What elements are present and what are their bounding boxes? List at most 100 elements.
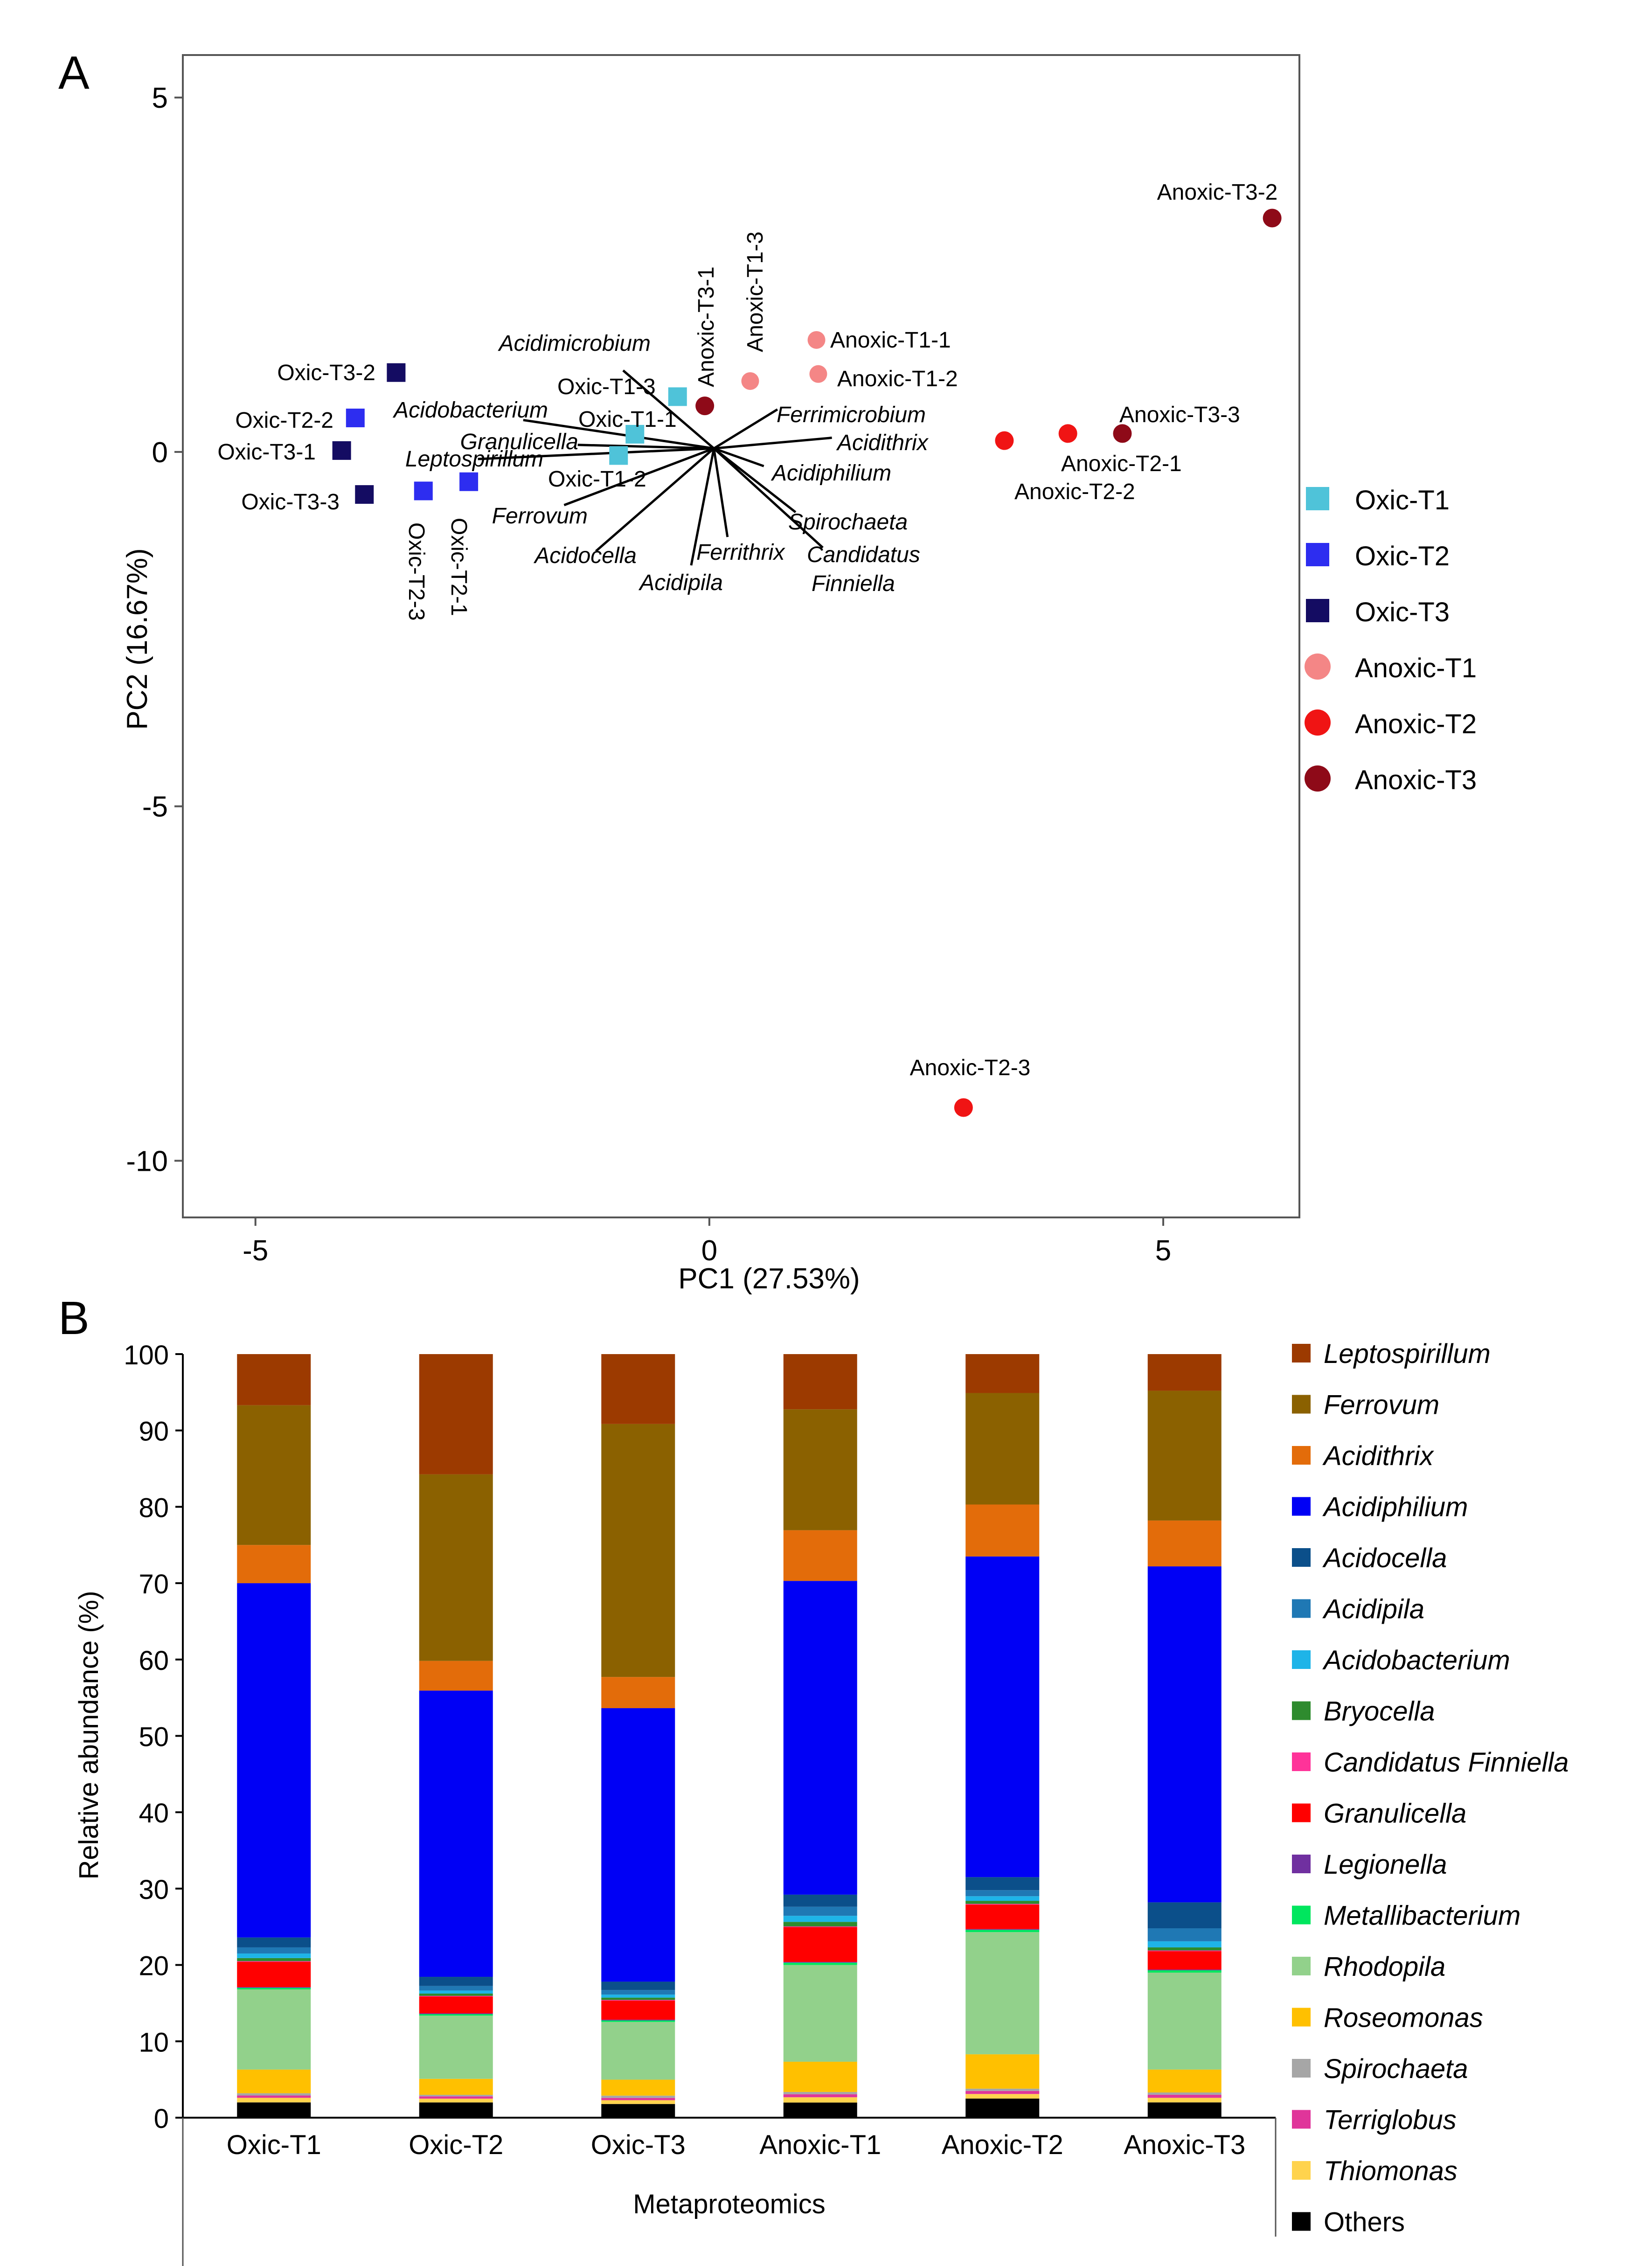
- bar-segment-oxic-t3-acidithrix: [601, 1677, 675, 1709]
- bar-segment-anoxic-t1-granulicella: [783, 1927, 857, 1962]
- bar-segment-anoxic-t3-rhodopila: [1147, 1972, 1222, 2070]
- bar-segment-anoxic-t1-bryocella: [783, 1922, 857, 1926]
- bar-segment-anoxic-t2-others: [965, 2099, 1040, 2118]
- bar-segment-oxic-t3-acidiphilium: [601, 1708, 675, 1982]
- loading-vector-ferrimicrobium: [713, 408, 778, 450]
- legend-label-acidocella: Acidocella: [1322, 1543, 1447, 1573]
- bar-segment-anoxic-t3-acidiphilium: [1147, 1566, 1222, 1903]
- bar-segment-anoxic-t3-acidobacterium: [1147, 1941, 1222, 1947]
- bar-segment-anoxic-t1-acidiphilium: [783, 1581, 857, 1895]
- legend-swatch-oxic-t3: [1306, 599, 1329, 622]
- panel-a-pca-biplot: A -5 0 5 5 0 -5 -10 PC1 (27.53%) PC2 (16.67%) Acid…: [58, 47, 1477, 1295]
- legend-label-thiomonas: Thiomonas: [1324, 2156, 1458, 2186]
- sample-point-anoxic-t2-1: [1058, 424, 1077, 443]
- bar-segment-anoxic-t2-acidocella: [965, 1877, 1040, 1891]
- loading-vector-acidiphilium: [713, 447, 764, 467]
- bar-segment-anoxic-t2-granulicella: [965, 1905, 1040, 1929]
- loading-label-spirochaeta: Spirochaeta: [788, 510, 908, 535]
- sample-point-oxic-t3-3: [355, 485, 374, 504]
- legend-swatch-granulicella: [1292, 1803, 1311, 1822]
- sample-label-anoxic-t1-1: Anoxic-T1-1: [830, 328, 951, 353]
- bar-segment-oxic-t1-acidipila: [237, 1947, 311, 1954]
- bar-segment-oxic-t2-terriglobus: [419, 2096, 493, 2099]
- x-axis-label-b: Metaproteomics: [633, 2189, 826, 2219]
- bar-segment-anoxic-t2-acidiphilium: [965, 1556, 1040, 1877]
- bar-segment-anoxic-t1-others: [783, 2102, 857, 2118]
- bar-segment-oxic-t2-spirochaeta: [419, 2095, 493, 2097]
- sample-point-oxic-t1-1: [625, 424, 645, 444]
- bar-segment-anoxic-t2-roseomonas: [965, 2054, 1040, 2089]
- legend-swatch-anoxic-t2: [1305, 709, 1331, 736]
- y-tick-label-b: 70: [139, 1569, 169, 1599]
- panel-b-label: B: [58, 1292, 90, 1344]
- y-tick-label-b: 80: [139, 1493, 169, 1523]
- y-tick-label-b: 100: [124, 1340, 169, 1370]
- bar-segment-anoxic-t2-acidobacterium: [965, 1896, 1040, 1901]
- bar-segment-oxic-t3-bryocella: [601, 1997, 675, 2000]
- bar-oxic-t3: [601, 1354, 675, 2118]
- sample-point-oxic-t1-2: [609, 446, 628, 465]
- bar-segment-oxic-t2-roseomonas: [419, 2078, 493, 2095]
- sample-label-anoxic-t3-1: Anoxic-T3-1: [694, 266, 719, 387]
- bar-segment-anoxic-t2-ferrovum: [965, 1393, 1040, 1505]
- x-axis-label-a: PC1 (27.53%): [678, 1263, 860, 1295]
- bar-segment-anoxic-t1-acidobacterium: [783, 1916, 857, 1922]
- x-tick-label-b: Anoxic-T1: [759, 2130, 881, 2160]
- bar-segment-oxic-t3-others: [601, 2104, 675, 2118]
- bar-segment-anoxic-t3-thiomonas: [1147, 2098, 1222, 2103]
- plot-frame-a: [182, 54, 1300, 1218]
- legend-label-oxic-t3: Oxic-T3: [1355, 597, 1450, 627]
- bar-segment-anoxic-t3-others: [1147, 2102, 1222, 2118]
- sample-point-anoxic-t2-3: [954, 1098, 973, 1117]
- bar-segment-oxic-t3-granulicella: [601, 2001, 675, 2020]
- loading-vector-acidobacterium: [523, 419, 714, 450]
- legend-item-granulicella: Granulicella: [1292, 1799, 1466, 1829]
- bar-segment-anoxic-t3-acidocella: [1147, 1902, 1222, 1929]
- legend-item-acidocella: Acidocella: [1292, 1543, 1447, 1573]
- legend-item-oxic-t1: Oxic-T1: [1306, 485, 1450, 515]
- loading-vectors: Acidimicrobium Acidobacterium Granulicella…: [392, 331, 929, 596]
- bar-segment-anoxic-t2-thiomonas: [965, 2094, 1040, 2099]
- bar-segment-oxic-t3-leptospirillum: [601, 1354, 675, 1424]
- bar-segment-oxic-t3-acidobacterium: [601, 1995, 675, 1998]
- bar-segment-oxic-t2-others: [419, 2102, 493, 2118]
- loading-label-acidimicrobium: Acidimicrobium: [498, 331, 651, 356]
- legend-item-oxic-t2: Oxic-T2: [1306, 541, 1450, 571]
- sample-point-anoxic-t1-3: [741, 372, 759, 390]
- sample-points: Oxic-T1-1 Oxic-T1-2 Oxic-T1-3 Oxic-T2-1 Oxic…: [217, 180, 1282, 1117]
- legend-swatch-candidatus-finniella: [1292, 1752, 1311, 1771]
- bar-segment-anoxic-t3-ferrovum: [1147, 1390, 1222, 1521]
- loading-label-acidiphilium: Acidiphilium: [770, 461, 891, 486]
- y-tick-label-b: 0: [154, 2104, 169, 2134]
- legend-item-terriglobus: Terriglobus: [1292, 2105, 1457, 2135]
- bar-segment-oxic-t1-thiomonas: [237, 2098, 311, 2103]
- legend-item-thiomonas: Thiomonas: [1292, 2156, 1458, 2186]
- legend-swatch-leptospirillum: [1292, 1344, 1311, 1362]
- loading-label-acidocella: Acidocella: [533, 543, 637, 568]
- sample-point-oxic-t1-3: [668, 387, 687, 406]
- legend-item-anoxic-t1: Anoxic-T1: [1305, 653, 1477, 683]
- legend-swatch-acidipila: [1292, 1599, 1311, 1618]
- legend-swatch-acidithrix: [1292, 1446, 1311, 1465]
- bar-segment-oxic-t2-acidipila: [419, 1986, 493, 1991]
- x-tick-label-b: Oxic-T1: [227, 2130, 321, 2160]
- loading-label-leptospirillum: Leptospirillum: [405, 447, 543, 472]
- loading-vector-granulicella: [577, 444, 714, 450]
- sample-label-anoxic-t2-3: Anoxic-T2-3: [910, 1056, 1031, 1080]
- legend-item-anoxic-t2: Anoxic-T2: [1305, 709, 1477, 739]
- legend-label-anoxic-t1: Anoxic-T1: [1355, 653, 1477, 683]
- legend-item-rhodopila: Rhodopila: [1292, 1952, 1445, 1982]
- sample-label-oxic-t2-1: Oxic-T2-1: [446, 518, 471, 616]
- legend-item-anoxic-t3: Anoxic-T3: [1305, 765, 1477, 795]
- x-tick-label-a: -5: [243, 1235, 268, 1267]
- sample-label-anoxic-t1-2: Anoxic-T1-2: [837, 367, 958, 391]
- legend-label-oxic-t1: Oxic-T1: [1355, 485, 1450, 515]
- bar-segment-oxic-t1-bryocella: [237, 1958, 311, 1961]
- legend-item-acidithrix: Acidithrix: [1292, 1441, 1434, 1471]
- bar-segment-anoxic-t2-legionella: [965, 1929, 1040, 1930]
- bar-segment-oxic-t3-thiomonas: [601, 2100, 675, 2104]
- x-tick-label-b: Anoxic-T3: [1124, 2130, 1245, 2160]
- bar-segment-anoxic-t3-bryocella: [1147, 1947, 1222, 1951]
- x-tick-label-a: 0: [701, 1235, 717, 1267]
